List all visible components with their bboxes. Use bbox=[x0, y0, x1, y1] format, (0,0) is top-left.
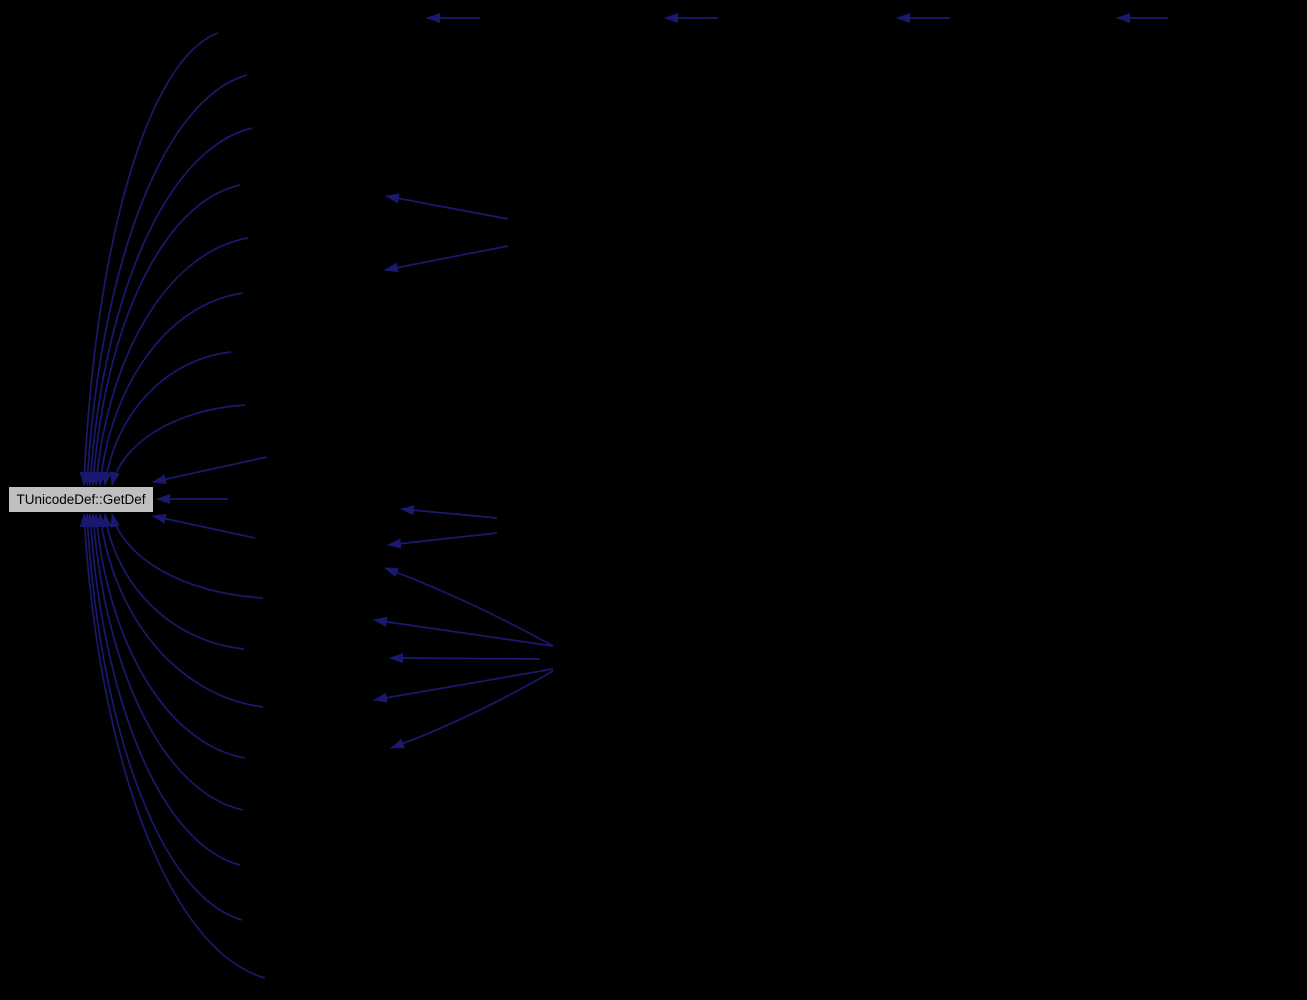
caller-edge bbox=[82, 513, 243, 921]
caller-edge bbox=[96, 292, 244, 486]
caller-edge bbox=[92, 513, 246, 759]
detached-edge bbox=[373, 668, 554, 703]
graph-node-label: TUnicodeDef::GetDef bbox=[16, 491, 146, 507]
caller-edge bbox=[110, 404, 246, 486]
caller-edge bbox=[152, 513, 256, 539]
caller-edge bbox=[92, 237, 249, 486]
caller-edge bbox=[101, 513, 245, 650]
graph-node-tunicodedef-getdef[interactable]: TUnicodeDef::GetDef bbox=[8, 486, 154, 513]
caller-edge bbox=[79, 513, 266, 979]
detached-edge bbox=[385, 193, 509, 220]
caller-edge bbox=[101, 351, 232, 486]
detached-edge bbox=[390, 670, 554, 749]
detached-edge bbox=[387, 532, 498, 549]
caller-edge bbox=[88, 513, 244, 811]
caller-edge bbox=[110, 513, 264, 599]
caller-edge bbox=[96, 513, 264, 708]
detached-edge bbox=[400, 505, 498, 519]
caller-edge bbox=[88, 184, 241, 486]
detached-edge bbox=[384, 245, 509, 273]
caller-edge bbox=[79, 32, 219, 486]
caller-edge bbox=[85, 127, 253, 486]
detached-edge bbox=[373, 616, 554, 647]
caller-edge bbox=[82, 74, 248, 486]
caller-edge bbox=[152, 456, 268, 485]
detached-edge bbox=[384, 567, 554, 647]
detached-edge bbox=[389, 653, 541, 664]
caller-edge bbox=[85, 513, 241, 866]
